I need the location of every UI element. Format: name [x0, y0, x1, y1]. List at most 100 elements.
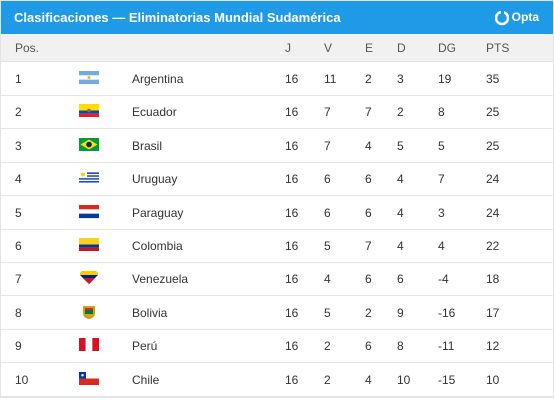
stat: 6 — [324, 172, 331, 187]
position: 8 — [15, 305, 22, 320]
stat: 18 — [486, 272, 500, 287]
stat: 16 — [285, 339, 299, 354]
title: Clasificaciones — Eliminatorias Mundial … — [14, 10, 341, 25]
flag — [79, 371, 99, 385]
stat: 16 — [285, 172, 299, 187]
position: 4 — [15, 172, 22, 187]
stat: 7 — [324, 138, 331, 153]
flag — [80, 271, 98, 285]
team-name: Uruguay — [132, 172, 178, 187]
stat: 5 — [324, 305, 331, 320]
stat: -4 — [438, 272, 449, 287]
table-row: 8 Bolivia 16 5 2 9 -16 17 — [1, 296, 553, 330]
team-name: Argentina — [132, 72, 184, 86]
column-label: DG — [438, 41, 456, 55]
stat: 5 — [324, 239, 331, 253]
stat: 24 — [486, 205, 500, 220]
team-name: Brasil — [132, 138, 163, 153]
stat: -16 — [438, 305, 456, 320]
stat: 7 — [438, 172, 445, 187]
stat: 16 — [285, 239, 299, 253]
stat: -11 — [438, 339, 455, 354]
stat: 8 — [438, 105, 445, 120]
stat: 10 — [486, 372, 500, 387]
stat: 6 — [365, 272, 372, 287]
brand-logo — [495, 10, 509, 26]
flag — [79, 171, 99, 185]
column-label: J — [285, 41, 291, 55]
position: 9 — [15, 339, 22, 354]
stat: 2 — [324, 372, 331, 387]
stat: 16 — [285, 372, 299, 387]
stat: 4 — [397, 239, 404, 253]
table-row: 10 Chile 16 2 4 10 -15 10 — [1, 363, 553, 397]
stat: 8 — [397, 339, 404, 354]
table-row: 2 Ecuador 16 7 7 2 8 25 — [1, 95, 553, 130]
column-label: Pos. — [15, 41, 40, 55]
stat: 6 — [365, 339, 372, 354]
flag — [83, 305, 95, 319]
position: 10 — [15, 372, 29, 387]
team-name: Venezuela — [132, 272, 189, 287]
flag — [79, 104, 99, 118]
flag — [79, 137, 99, 151]
table-row: 3 Brasil 16 7 4 5 5 25 — [1, 129, 553, 163]
stat: 3 — [397, 72, 404, 86]
stat: 4 — [365, 138, 372, 153]
stat: 17 — [486, 305, 500, 320]
stat: 19 — [438, 72, 452, 86]
column-label: V — [324, 41, 333, 55]
flag — [79, 338, 99, 352]
stat: 7 — [324, 105, 331, 120]
team-name: Colombia — [132, 239, 183, 253]
brand: Opta — [511, 10, 539, 24]
stat: 4 — [397, 205, 404, 220]
stat: 6 — [365, 205, 372, 220]
stat: 6 — [324, 205, 331, 220]
stat: 16 — [285, 72, 299, 86]
stat: 2 — [365, 72, 372, 86]
stat: 4 — [324, 272, 331, 287]
flag — [79, 71, 99, 85]
team-name: Perú — [132, 339, 158, 354]
position: 1 — [15, 72, 22, 86]
column-label: D — [397, 41, 406, 55]
position: 6 — [15, 239, 22, 253]
stat: 16 — [285, 305, 299, 320]
stat: 2 — [397, 105, 404, 120]
stat: 25 — [486, 105, 500, 120]
position: 3 — [15, 138, 22, 153]
stat: 7 — [365, 105, 372, 120]
position: 7 — [15, 272, 22, 287]
stat: 2 — [365, 305, 372, 320]
stat: 2 — [324, 339, 331, 354]
column-label: PTS — [486, 41, 510, 55]
stat: 6 — [365, 172, 372, 187]
team-name: Paraguay — [132, 205, 184, 220]
table-row: 6 Colombia 16 5 7 4 4 22 — [1, 229, 553, 263]
stat: 4 — [365, 372, 372, 387]
stat: 16 — [285, 138, 299, 153]
stat: 7 — [365, 239, 372, 253]
stat: 16 — [285, 205, 299, 220]
stat: 10 — [397, 372, 411, 387]
position: 2 — [15, 105, 22, 120]
stat: 3 — [438, 205, 445, 220]
stat: 25 — [486, 138, 500, 153]
stat: 6 — [397, 272, 404, 287]
flag — [79, 238, 99, 251]
team-name: Ecuador — [132, 105, 177, 120]
table-row: 4 Uruguay 16 6 6 4 7 24 — [1, 162, 553, 197]
team-name: Chile — [132, 372, 160, 387]
stat: 16 — [285, 105, 299, 120]
flag — [79, 204, 99, 218]
stat: 11 — [324, 72, 337, 86]
stat: 16 — [285, 272, 299, 287]
column-header: Pos. J V E D DG PTS — [1, 34, 553, 62]
stat: 35 — [486, 72, 500, 86]
stat: 22 — [486, 239, 500, 253]
table-row: 1 Argentina 16 11 2 3 19 35 — [1, 62, 553, 96]
column-label: E — [365, 41, 374, 55]
stat: 9 — [397, 305, 404, 320]
